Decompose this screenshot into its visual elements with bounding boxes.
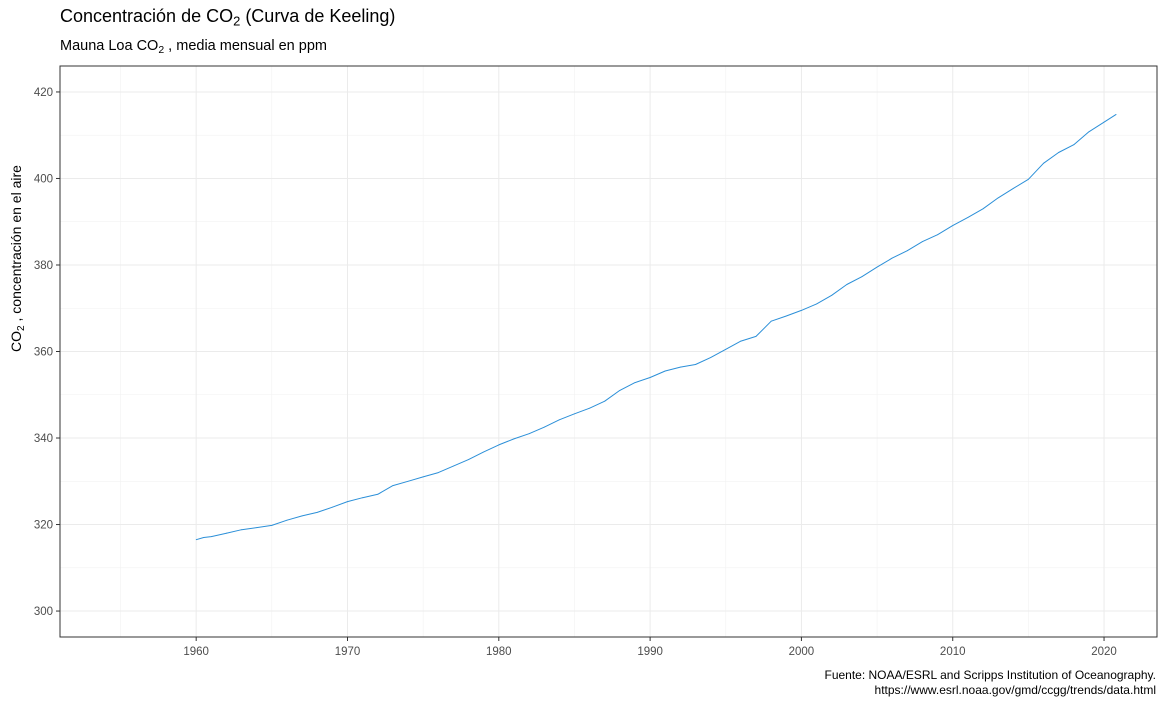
data-point — [1073, 144, 1075, 146]
data-point — [377, 493, 379, 495]
data-point — [286, 519, 288, 521]
data-point — [997, 197, 999, 199]
data-point — [937, 234, 938, 236]
data-point — [725, 348, 727, 350]
chart-title: Concentración de CO2 (Curva de Keeling) — [60, 6, 396, 29]
data-point — [468, 459, 469, 460]
y-tick-label: 400 — [34, 173, 53, 185]
data-point — [589, 407, 590, 409]
data-point — [634, 382, 636, 383]
x-tick-label: 2010 — [940, 646, 966, 658]
data-point — [755, 336, 757, 337]
data-point — [952, 225, 954, 227]
data-point — [664, 370, 666, 372]
data-point — [407, 480, 409, 482]
data-point — [876, 266, 878, 268]
data-point — [982, 208, 984, 210]
data-point — [241, 529, 243, 531]
chart-caption: Fuente: NOAA/ESRL and Scripps Institutio… — [824, 668, 1156, 698]
data-point — [922, 241, 923, 243]
y-tick-label: 320 — [34, 520, 53, 532]
y-tick-label: 340 — [34, 433, 53, 445]
data-point — [316, 512, 318, 513]
data-point — [195, 539, 197, 541]
data-point — [271, 525, 273, 526]
data-point — [740, 340, 742, 342]
data-point — [301, 515, 303, 517]
data-point — [1028, 178, 1029, 180]
x-tick-label: 2000 — [789, 646, 815, 658]
data-point — [392, 485, 394, 486]
data-point — [498, 444, 500, 446]
data-point — [967, 217, 969, 218]
data-point — [695, 364, 696, 365]
data-point — [801, 310, 802, 311]
data-point — [816, 303, 817, 305]
y-tick-label: 380 — [34, 260, 53, 272]
y-tick-label: 360 — [34, 347, 53, 359]
data-point — [1103, 121, 1105, 123]
x-tick-label: 1960 — [183, 646, 209, 658]
data-point — [574, 413, 575, 415]
data-point — [437, 472, 439, 473]
caption-url: https://www.esrl.noaa.gov/gmd/ccgg/trend… — [874, 683, 1156, 697]
data-point — [256, 527, 258, 528]
data-point — [770, 320, 772, 322]
data-point — [680, 366, 681, 368]
data-point — [226, 532, 227, 534]
y-tick-label: 300 — [34, 606, 53, 618]
data-point — [1043, 162, 1044, 164]
data-point — [513, 438, 515, 440]
data-point — [210, 536, 212, 537]
data-point — [1088, 131, 1090, 133]
data-point — [831, 294, 833, 296]
data-point — [604, 400, 606, 402]
x-tick-label: 1970 — [335, 646, 361, 658]
data-point — [861, 276, 863, 278]
x-tick-label: 1990 — [637, 646, 663, 658]
data-point — [710, 357, 711, 358]
data-point — [558, 419, 560, 421]
x-tick-label: 2020 — [1091, 646, 1117, 658]
data-point — [619, 390, 621, 391]
y-tick-label: 420 — [34, 87, 53, 99]
data-point — [543, 426, 545, 428]
data-point — [846, 284, 848, 285]
data-point — [483, 451, 485, 453]
chart-subtitle: Mauna Loa CO2 , media mensual en ppm — [60, 38, 327, 56]
data-point — [1115, 114, 1117, 115]
data-point — [332, 506, 333, 508]
data-point — [422, 476, 424, 478]
data-point — [649, 377, 651, 378]
x-tick-label: 1980 — [486, 646, 512, 658]
caption-source: Fuente: NOAA/ESRL and Scripps Institutio… — [824, 668, 1156, 682]
data-point — [1058, 152, 1059, 153]
data-point — [891, 257, 893, 259]
y-axis-label: CO2 , concentración en el aire — [8, 165, 27, 352]
data-point — [528, 433, 530, 435]
data-point — [203, 537, 205, 538]
data-point — [362, 497, 363, 499]
data-point — [906, 250, 908, 252]
data-point — [453, 465, 454, 467]
data-point — [1012, 188, 1014, 189]
data-point — [347, 501, 348, 502]
data-point — [785, 315, 787, 317]
